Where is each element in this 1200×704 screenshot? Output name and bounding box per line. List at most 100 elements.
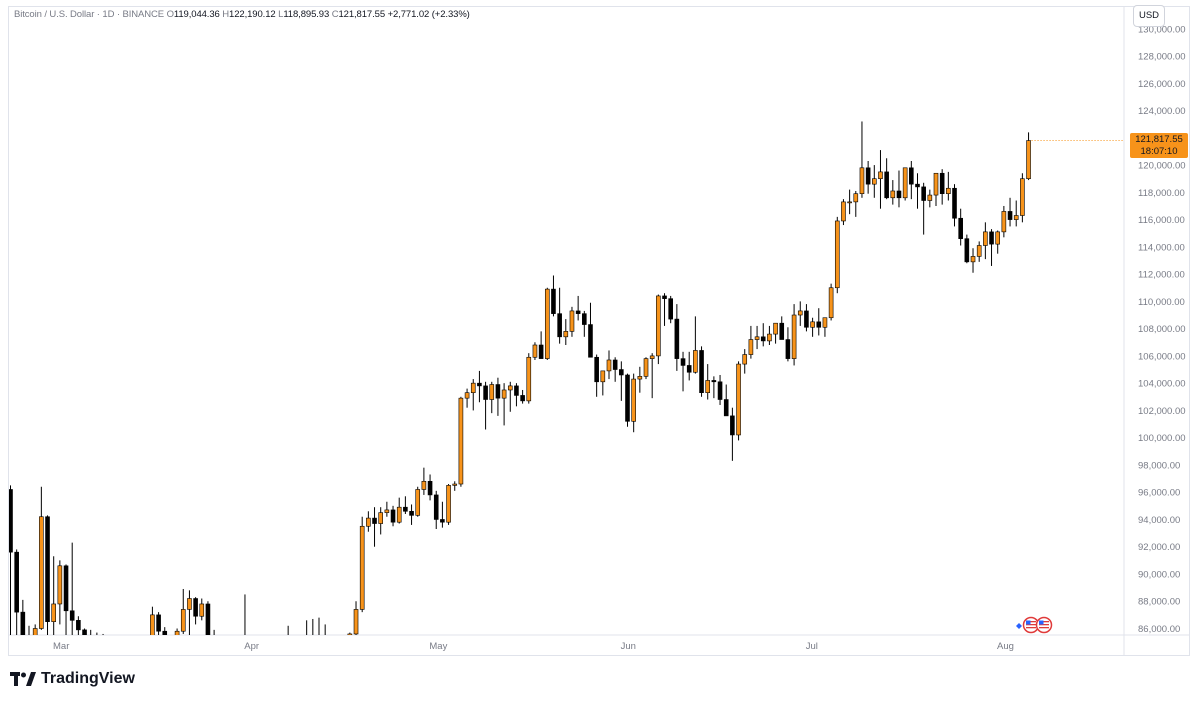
currency-button[interactable]: USD	[1133, 5, 1165, 27]
candle[interactable]	[224, 641, 228, 653]
candle[interactable]	[501, 383, 507, 426]
candle[interactable]	[995, 230, 1001, 254]
candle[interactable]	[76, 616, 81, 656]
candle[interactable]	[372, 507, 377, 547]
candle[interactable]	[507, 381, 513, 412]
candle[interactable]	[292, 638, 296, 654]
candle[interactable]	[662, 293, 667, 326]
candle[interactable]	[594, 354, 599, 397]
candle[interactable]	[619, 361, 624, 401]
candle[interactable]	[126, 641, 130, 653]
candle[interactable]	[927, 189, 933, 208]
candle[interactable]	[834, 216, 840, 294]
candle[interactable]	[557, 287, 562, 344]
candle[interactable]	[20, 599, 26, 656]
candle[interactable]	[921, 182, 926, 235]
candle[interactable]	[871, 165, 877, 198]
candle[interactable]	[705, 364, 711, 400]
candle[interactable]	[89, 629, 93, 649]
candle[interactable]	[976, 241, 982, 262]
candle[interactable]	[101, 633, 105, 652]
candle[interactable]	[199, 598, 205, 621]
candle[interactable]	[187, 590, 192, 642]
candle[interactable]	[261, 638, 265, 652]
candle[interactable]	[27, 625, 31, 656]
candle[interactable]	[551, 275, 556, 317]
candle[interactable]	[14, 549, 19, 648]
candle[interactable]	[841, 199, 846, 226]
candle[interactable]	[822, 317, 828, 337]
candle[interactable]	[366, 511, 371, 532]
candle[interactable]	[939, 169, 945, 205]
candle[interactable]	[643, 357, 649, 380]
candle[interactable]	[440, 501, 445, 528]
candle[interactable]	[464, 388, 470, 408]
candle[interactable]	[342, 638, 346, 650]
candle[interactable]	[909, 160, 914, 200]
candle[interactable]	[958, 208, 963, 246]
candle[interactable]	[989, 229, 994, 266]
candle[interactable]	[563, 319, 569, 345]
candle[interactable]	[305, 620, 309, 650]
candle[interactable]	[132, 639, 136, 654]
candle[interactable]	[390, 505, 396, 527]
candle[interactable]	[797, 301, 803, 326]
candle[interactable]	[933, 172, 939, 206]
candle[interactable]	[656, 294, 661, 365]
candle[interactable]	[853, 190, 859, 217]
candle[interactable]	[489, 381, 495, 414]
candle[interactable]	[896, 170, 902, 208]
candle[interactable]	[169, 635, 173, 655]
candle[interactable]	[847, 189, 852, 215]
candle[interactable]	[32, 624, 38, 653]
candle[interactable]	[120, 639, 124, 654]
candle[interactable]	[970, 248, 976, 273]
candle[interactable]	[396, 497, 402, 524]
candle[interactable]	[39, 486, 44, 630]
candle[interactable]	[1013, 200, 1019, 227]
candle[interactable]	[606, 350, 612, 380]
candle[interactable]	[82, 628, 87, 654]
candle[interactable]	[205, 601, 211, 656]
candle[interactable]	[336, 639, 340, 651]
candle[interactable]	[588, 302, 593, 358]
candle[interactable]	[723, 384, 729, 417]
candle[interactable]	[458, 396, 464, 487]
candle[interactable]	[212, 629, 216, 648]
candle[interactable]	[964, 234, 970, 264]
candle[interactable]	[446, 484, 451, 525]
candle[interactable]	[514, 383, 519, 407]
candle[interactable]	[268, 641, 272, 656]
candle[interactable]	[483, 381, 488, 430]
candle[interactable]	[674, 304, 680, 371]
candle[interactable]	[767, 325, 772, 345]
candle[interactable]	[45, 515, 50, 655]
candle[interactable]	[9, 485, 13, 649]
candle[interactable]	[575, 295, 581, 321]
candle[interactable]	[785, 327, 791, 362]
candle[interactable]	[693, 316, 698, 374]
candle[interactable]	[113, 641, 117, 656]
candle[interactable]	[649, 353, 655, 399]
chart-frame[interactable]	[8, 6, 1190, 656]
candle[interactable]	[569, 306, 575, 337]
candle[interactable]	[409, 504, 414, 525]
candle[interactable]	[520, 389, 525, 404]
candle[interactable]	[384, 501, 390, 517]
candle[interactable]	[180, 588, 186, 634]
candle[interactable]	[427, 474, 433, 501]
candle[interactable]	[890, 180, 896, 205]
events-badge[interactable]	[1013, 616, 1057, 634]
candle[interactable]	[317, 617, 321, 648]
candle[interactable]	[1026, 132, 1031, 181]
candle[interactable]	[218, 638, 222, 654]
candle[interactable]	[286, 625, 290, 649]
candle[interactable]	[686, 351, 692, 381]
candle[interactable]	[730, 407, 735, 461]
candle[interactable]	[107, 638, 111, 654]
candle[interactable]	[150, 606, 155, 648]
candle[interactable]	[748, 325, 754, 359]
candle[interactable]	[138, 638, 142, 652]
candle[interactable]	[699, 346, 704, 397]
candle[interactable]	[582, 310, 587, 337]
